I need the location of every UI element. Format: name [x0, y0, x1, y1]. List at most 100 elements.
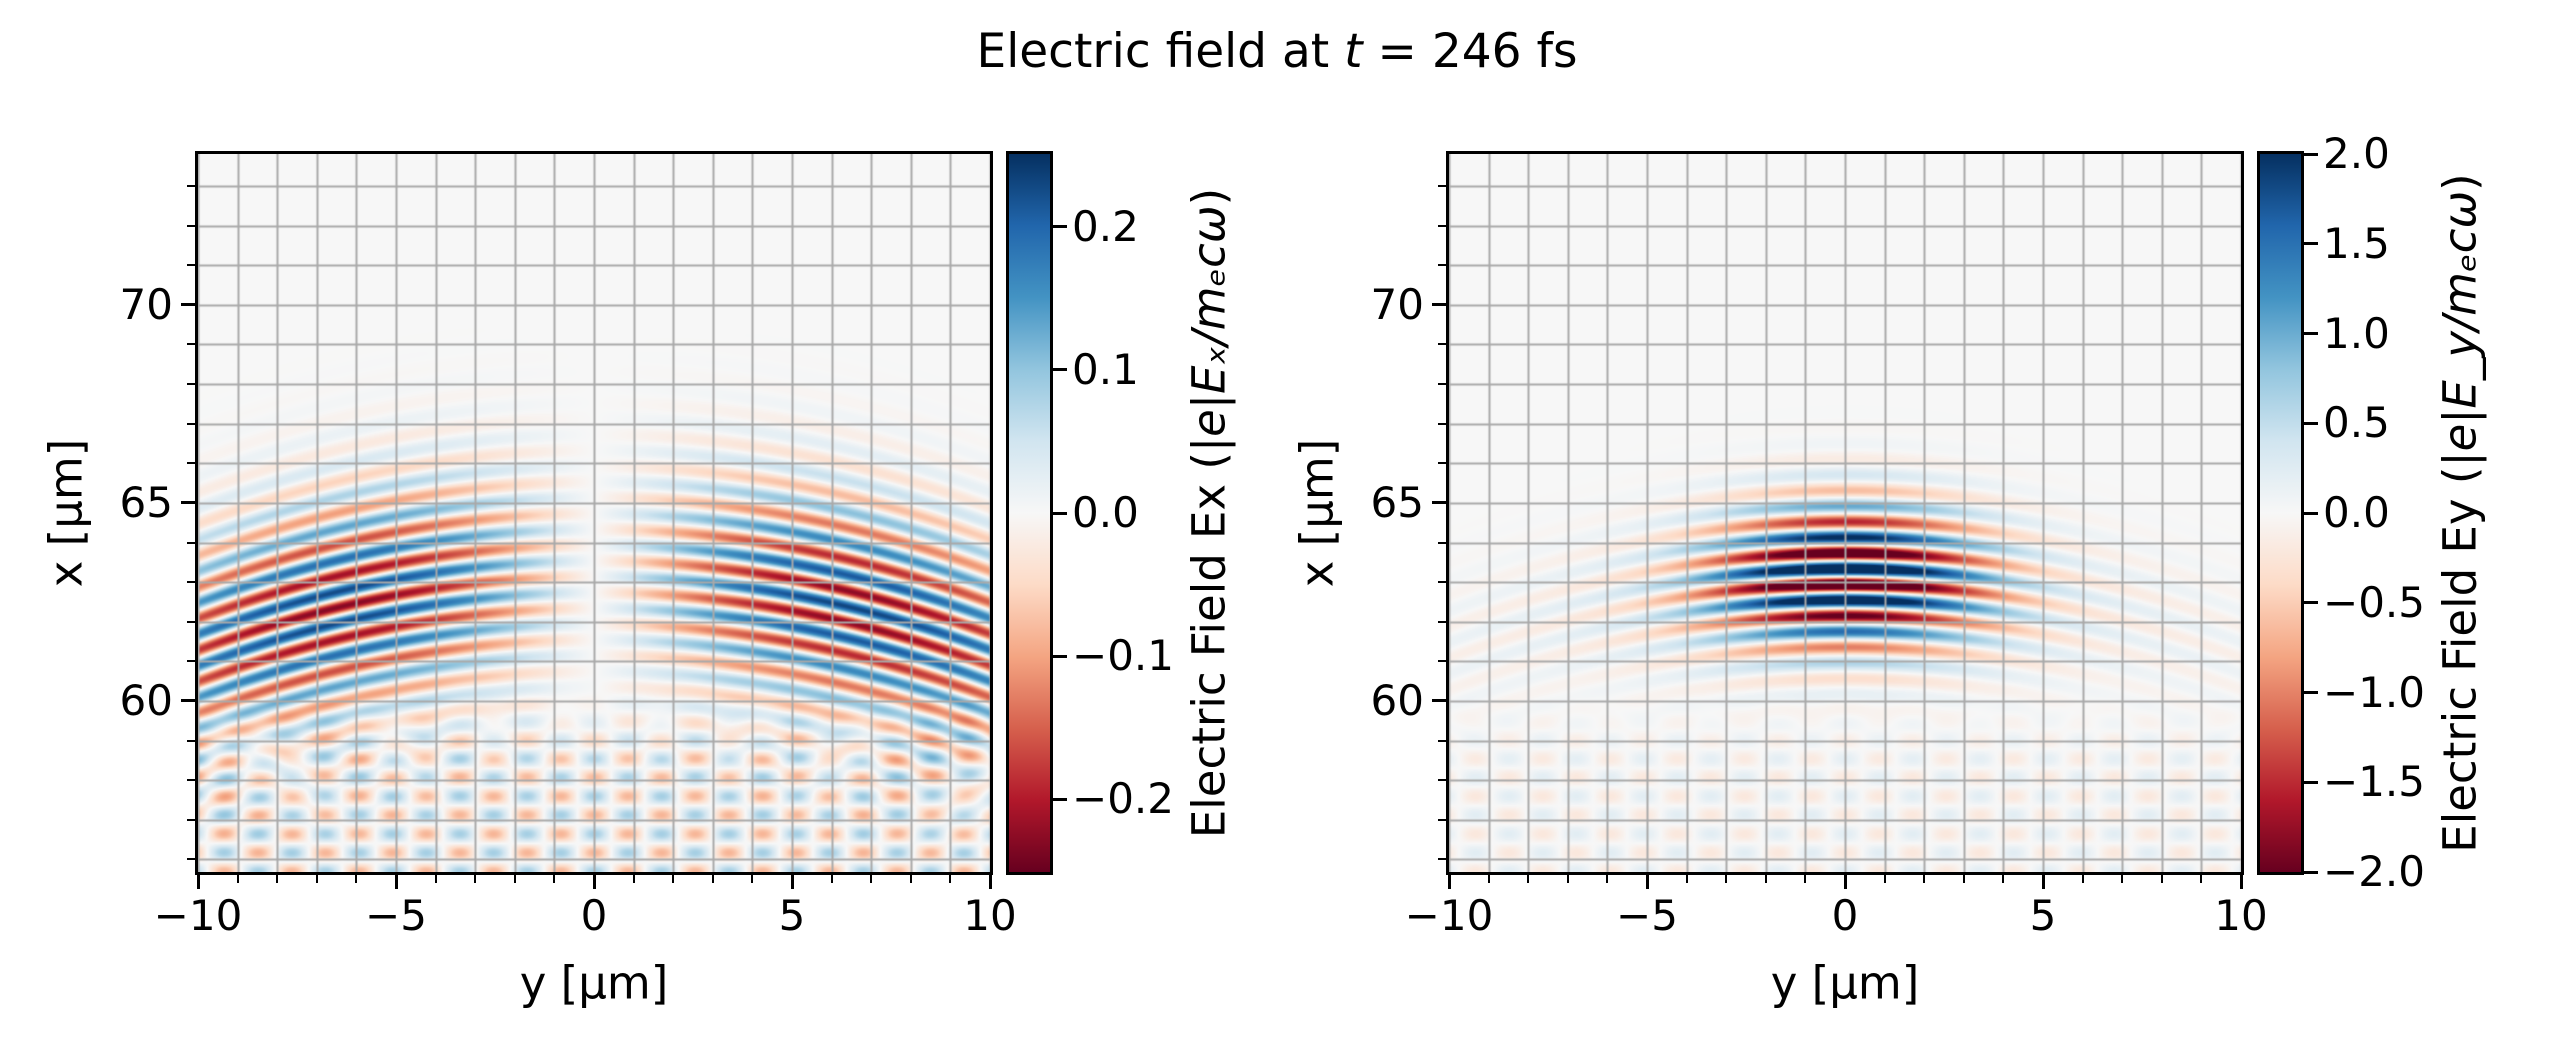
ytick-minor	[187, 660, 195, 663]
x-tick-label: 10	[963, 891, 1017, 940]
ytick-major	[181, 501, 195, 505]
x-tick-label: −5	[365, 891, 427, 940]
xtick-minor	[236, 875, 239, 883]
xtick-minor	[434, 875, 437, 883]
ytick-minor	[1438, 224, 1446, 227]
xtick-minor	[949, 875, 952, 883]
ytick-minor	[187, 224, 195, 227]
ytick-minor	[1438, 541, 1446, 544]
xtick-minor	[355, 875, 358, 883]
xtick-major	[988, 875, 992, 889]
xtick-minor	[1883, 875, 1886, 883]
xtick-minor	[751, 875, 754, 883]
colorbar-tick	[2304, 511, 2318, 515]
ytick-major	[181, 303, 195, 307]
colorbar-tick-label: −0.5	[2323, 577, 2425, 627]
xtick-minor	[2002, 875, 2005, 883]
ytick-minor	[1438, 462, 1446, 465]
ytick-minor	[187, 343, 195, 346]
xtick-minor	[315, 875, 318, 883]
colorbar-tick	[1053, 511, 1067, 515]
xtick-minor	[553, 875, 556, 883]
xtick-minor	[2200, 875, 2203, 883]
colorbar-tick-label: −0.2	[1072, 774, 1174, 824]
xtick-minor	[1804, 875, 1807, 883]
xtick-major	[2041, 875, 2045, 889]
x-tick-label: −10	[1404, 891, 1494, 940]
xaxis-label-ex: y [μm]	[519, 956, 669, 1010]
y-tick-label: 65	[1370, 477, 1424, 527]
xtick-major	[1645, 875, 1649, 889]
y-tick-label: 65	[119, 477, 173, 527]
ytick-minor	[1438, 422, 1446, 425]
xtick-minor	[513, 875, 516, 883]
ytick-minor	[187, 383, 195, 386]
xtick-major	[592, 875, 596, 889]
xaxis-label-ey: y [μm]	[1770, 956, 1920, 1010]
colorbar-tick-label: 2.0	[2323, 129, 2390, 178]
xtick-minor	[1487, 875, 1490, 883]
ytick-minor	[1438, 581, 1446, 584]
xtick-minor	[1764, 875, 1767, 883]
title-pre: Electric field at	[976, 24, 1345, 79]
ytick-minor	[187, 739, 195, 742]
colorbar-tick	[2304, 601, 2318, 605]
colorbar-tick	[2304, 152, 2318, 156]
colorbar-label-text-ey: Electric Field Ey (|e|E_y/mₑcω)	[2433, 173, 2487, 853]
colorbar-tick-label: 0.1	[1072, 344, 1139, 394]
colorbar-tick	[2304, 421, 2318, 425]
ytick-minor	[1438, 343, 1446, 346]
xtick-major	[1843, 875, 1847, 889]
xtick-minor	[1685, 875, 1688, 883]
ytick-major	[1432, 303, 1446, 307]
x-tick-label: −5	[1616, 891, 1678, 940]
ytick-major	[181, 699, 195, 703]
xtick-minor	[1606, 875, 1609, 883]
colorbar-tick	[2304, 691, 2318, 694]
colorbar-tick-label: −0.1	[1072, 631, 1174, 681]
colorbar-tick-label: 0.5	[2323, 398, 2390, 448]
xtick-major	[790, 875, 794, 889]
xtick-major	[394, 875, 398, 889]
y-tick-label: 70	[1370, 279, 1424, 329]
xtick-minor	[711, 875, 714, 883]
colorbar-label-text-ex: Electric Field Ex (|e|Eₓ/mₑcω)	[1182, 187, 1236, 839]
ytick-minor	[1438, 739, 1446, 742]
xtick-minor	[2081, 875, 2084, 883]
ytick-minor	[1438, 858, 1446, 861]
y-tick-label: 60	[119, 675, 173, 725]
ytick-minor	[1438, 185, 1446, 188]
ytick-major	[1432, 699, 1446, 703]
xtick-minor	[276, 875, 279, 883]
ytick-minor	[187, 581, 195, 584]
ytick-minor	[1438, 383, 1446, 386]
xtick-minor	[870, 875, 873, 883]
y-tick-label: 60	[1370, 675, 1424, 725]
figure-title: Electric field at t = 246 fs	[976, 24, 1577, 79]
colorbar-tick	[2304, 870, 2318, 874]
xtick-minor	[1962, 875, 1965, 883]
colorbar-tick-label: 0.0	[2323, 488, 2390, 537]
colorbar-tick-label: −1.5	[2323, 757, 2425, 807]
colorbar-ey	[2260, 154, 2301, 872]
ytick-minor	[187, 185, 195, 188]
title-variable: t	[1344, 24, 1363, 79]
ytick-minor	[1438, 818, 1446, 821]
xtick-minor	[2160, 875, 2163, 883]
xtick-minor	[830, 875, 833, 883]
x-tick-label: 10	[2214, 891, 2268, 940]
ytick-minor	[1438, 779, 1446, 782]
xtick-minor	[1923, 875, 1926, 883]
colorbar-ex	[1009, 154, 1050, 872]
ytick-minor	[1438, 264, 1446, 267]
title-post: = 246 fs	[1362, 24, 1578, 79]
colorbar-tick-label: 0.0	[1072, 488, 1139, 537]
colorbar-tick	[1053, 225, 1067, 229]
xtick-minor	[1527, 875, 1530, 883]
ytick-minor	[187, 541, 195, 544]
colorbar-tick-label: 1.5	[2323, 218, 2390, 268]
x-tick-label: 0	[580, 891, 608, 940]
ytick-minor	[187, 422, 195, 425]
ytick-minor	[187, 264, 195, 267]
ytick-minor	[187, 818, 195, 821]
